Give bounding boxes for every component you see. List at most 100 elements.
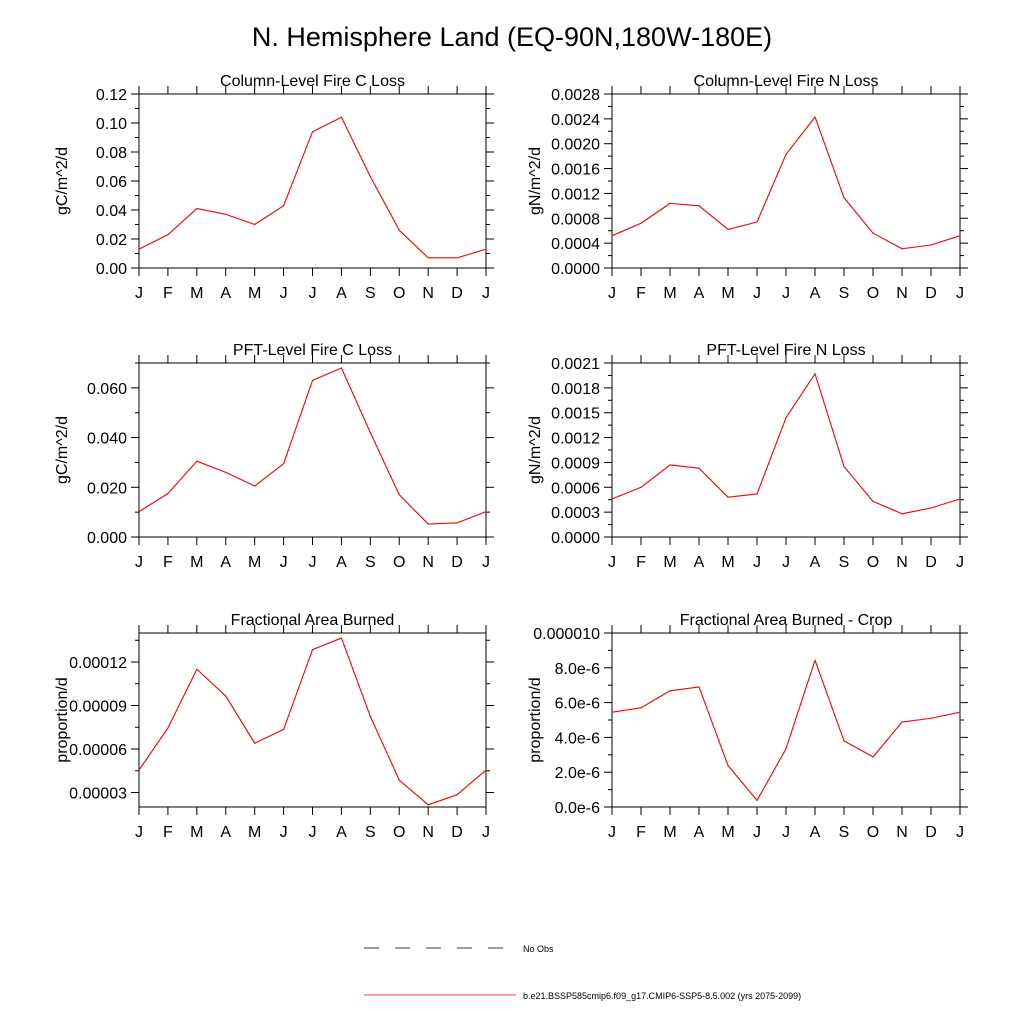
- data-point: [427, 523, 429, 525]
- data-point: [872, 500, 874, 502]
- y-tick-label: 0.0000: [551, 261, 600, 278]
- plot-frame: [611, 93, 961, 269]
- x-tick-label: O: [393, 285, 405, 302]
- x-tick-label: J: [309, 554, 317, 571]
- data-point: [814, 116, 816, 118]
- data-point: [959, 711, 961, 713]
- data-point: [398, 494, 400, 496]
- data-point: [611, 235, 613, 237]
- data-point: [282, 463, 285, 465]
- x-tick-label: J: [482, 554, 490, 571]
- x-tick-label: F: [163, 554, 173, 571]
- chart-panel-3: PFT-Level Fire C Loss gC/m^2/d 0.000 0.020 0…: [54, 342, 494, 571]
- y-tick-label: 0.08: [96, 145, 127, 162]
- data-point: [843, 465, 845, 468]
- y-tick-label: 0.0e-6: [555, 800, 600, 817]
- x-tick-label: F: [636, 554, 646, 571]
- data-point: [254, 223, 256, 226]
- data-point: [369, 715, 371, 717]
- y-tick-label: 0.0003: [551, 505, 600, 522]
- x-tick-label: J: [280, 285, 288, 302]
- data-point: [814, 659, 816, 661]
- y-tick-label: 4.0e-6: [555, 730, 600, 747]
- data-point: [901, 248, 903, 250]
- x-tick-label: M: [721, 285, 734, 302]
- x-tick-label: S: [365, 824, 376, 841]
- y-tick-label: 6.0e-6: [555, 696, 600, 713]
- legend: No Obs b.e21.BSSP585cmip6.f09_g17.CMIP6-S…: [364, 944, 801, 1001]
- chart-title: Column-Level Fire N Loss: [694, 73, 879, 90]
- y-axis-label: gC/m^2/d: [54, 416, 71, 484]
- x-tick-label: N: [422, 554, 434, 571]
- data-point: [930, 507, 932, 509]
- series-line: [138, 637, 487, 806]
- data-point: [167, 492, 169, 495]
- x-tick-label: M: [190, 285, 203, 302]
- y-tick-label: 0.00: [96, 261, 127, 278]
- data-point: [756, 493, 758, 495]
- data-point: [843, 197, 845, 199]
- x-tick-label: A: [694, 554, 705, 571]
- y-tick-label: 0.12: [96, 87, 127, 104]
- y-axis-label: proportion/d: [54, 677, 71, 762]
- x-tick-label: J: [956, 824, 964, 841]
- data-point: [814, 373, 816, 375]
- chart-panel-2: Column-Level Fire N Loss gN/m^2/d 0.0000 0.…: [527, 73, 968, 302]
- y-tick-label: 0.000010: [533, 626, 600, 643]
- data-point: [225, 471, 227, 473]
- data-point: [196, 207, 198, 210]
- data-point: [640, 486, 642, 488]
- x-tick-label: S: [365, 285, 376, 302]
- x-tick-label: J: [280, 554, 288, 571]
- x-tick-label: J: [135, 285, 143, 302]
- y-tick-label: 0.06: [96, 174, 127, 191]
- data-point: [282, 205, 285, 207]
- data-point: [959, 498, 961, 500]
- x-tick-label: A: [810, 285, 821, 302]
- data-point: [369, 432, 371, 434]
- data-point: [640, 707, 642, 709]
- plot-frame: [611, 362, 961, 538]
- x-tick-label: O: [867, 554, 879, 571]
- data-point: [485, 248, 487, 250]
- x-tick-label: A: [336, 285, 347, 302]
- data-point: [369, 176, 371, 178]
- x-tick-label: D: [451, 285, 463, 302]
- chart-panel-1: Column-Level Fire C Loss gC/m^2/d 0.00 0.02…: [54, 73, 494, 302]
- data-point: [727, 228, 729, 231]
- x-tick-label: M: [248, 824, 261, 841]
- data-point: [901, 513, 903, 515]
- y-tick-label: 0.00009: [69, 699, 127, 716]
- y-tick-label: 0.0012: [551, 186, 600, 203]
- y-tick-label: 0.0018: [551, 381, 600, 398]
- x-tick-label: D: [925, 554, 937, 571]
- x-tick-label: M: [248, 554, 261, 571]
- data-point: [311, 379, 314, 381]
- data-point: [698, 205, 700, 207]
- x-tick-label: J: [280, 824, 288, 841]
- data-point: [311, 131, 314, 133]
- x-tick-label: J: [753, 824, 761, 841]
- x-tick-label: S: [839, 285, 850, 302]
- y-tick-label: 0.020: [87, 480, 127, 497]
- data-point: [427, 804, 429, 806]
- y-tick-label: 0.0021: [551, 356, 600, 373]
- x-tick-label: J: [608, 554, 616, 571]
- x-tick-label: N: [896, 824, 908, 841]
- plot-frame: [138, 93, 487, 269]
- y-axis-label: proportion/d: [527, 677, 544, 762]
- data-point: [959, 235, 961, 237]
- data-point: [138, 511, 140, 513]
- x-tick-label: O: [393, 554, 405, 571]
- x-tick-label: S: [365, 554, 376, 571]
- x-tick-label: J: [135, 824, 143, 841]
- x-tick-label: M: [663, 824, 676, 841]
- x-tick-label: M: [248, 285, 261, 302]
- x-tick-label: N: [422, 824, 434, 841]
- x-tick-label: J: [753, 554, 761, 571]
- x-tick-label: J: [608, 824, 616, 841]
- x-tick-label: A: [810, 554, 821, 571]
- data-point: [669, 690, 671, 692]
- y-tick-label: 0.0028: [551, 87, 600, 104]
- x-tick-label: D: [451, 824, 463, 841]
